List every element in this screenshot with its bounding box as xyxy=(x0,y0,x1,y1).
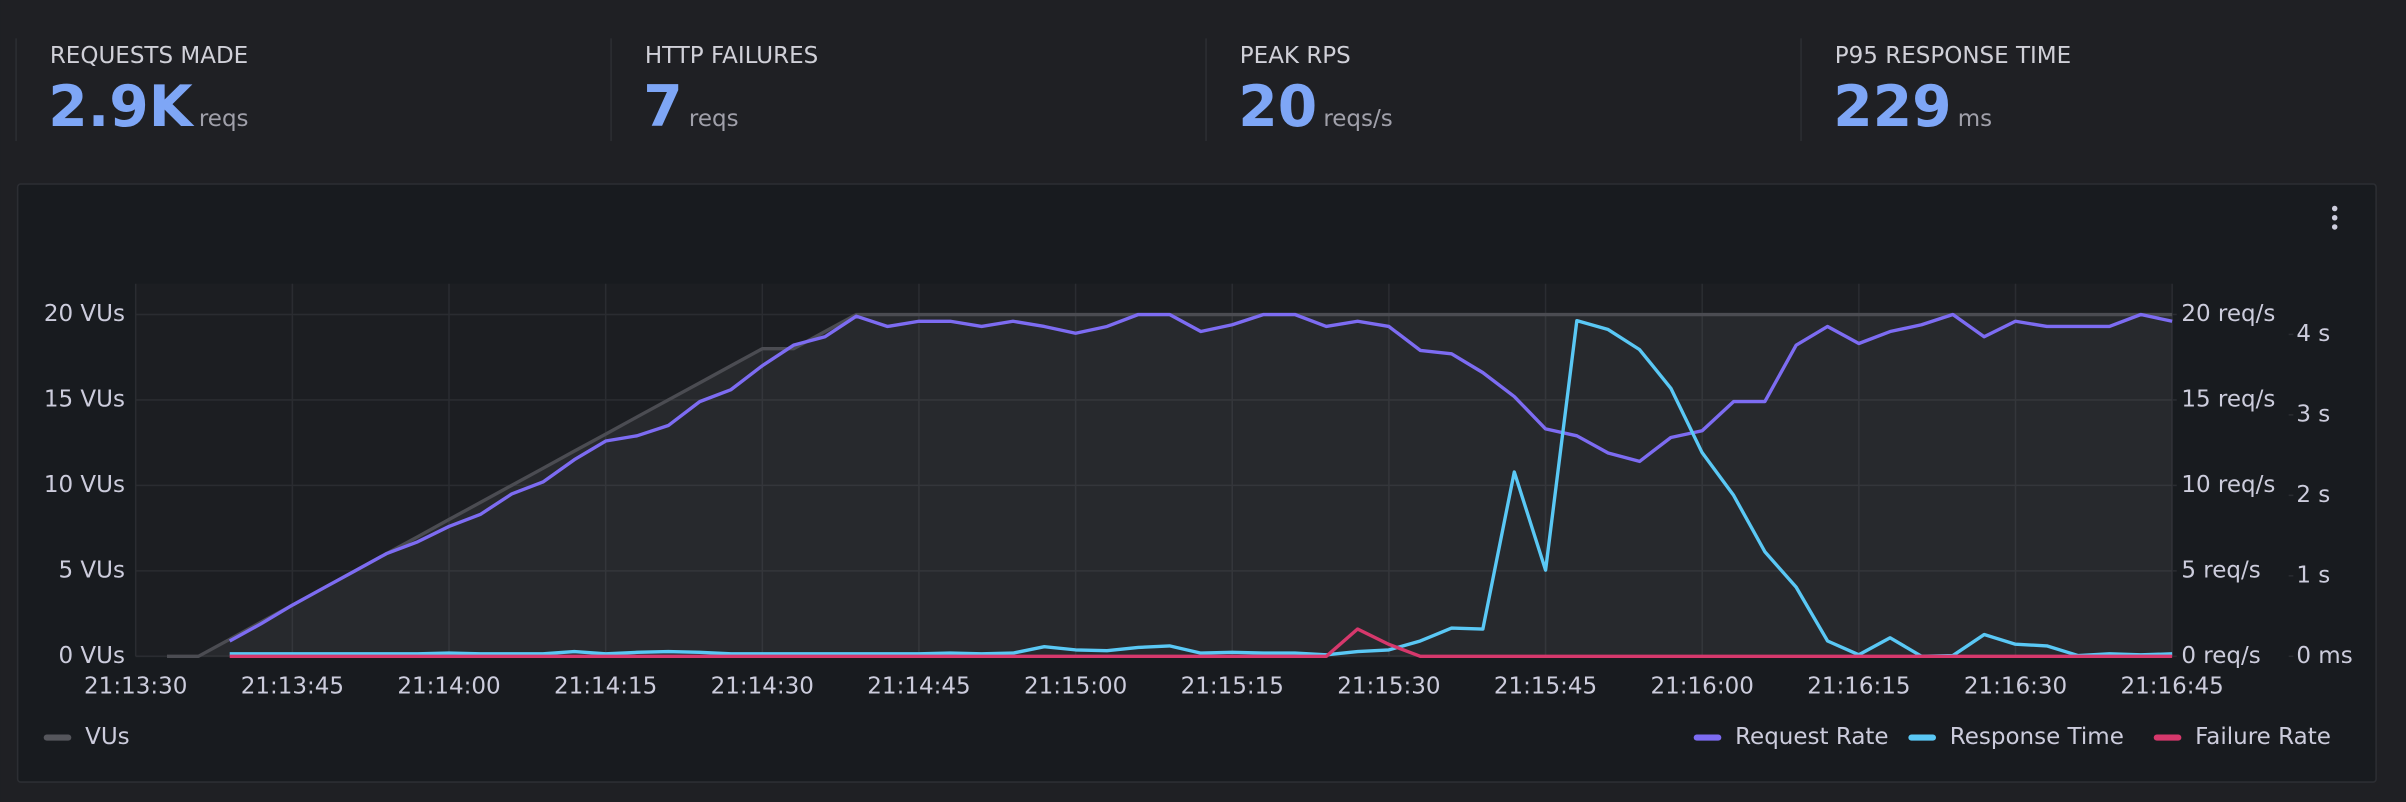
x-tick-label: 21:15:00 xyxy=(1024,673,1127,699)
y3-tick-label: 0 ms xyxy=(2296,643,2352,669)
y2-tick-label: 5 req/s xyxy=(2181,557,2260,583)
x-tick-label: 21:15:45 xyxy=(1494,673,1597,699)
legend-label: Response Time xyxy=(1950,724,2124,750)
x-tick-label: 21:14:45 xyxy=(867,673,970,699)
x-tick-label: 21:16:30 xyxy=(1964,673,2067,699)
y2-tick-label: 10 req/s xyxy=(2181,472,2275,498)
x-tick-label: 21:13:30 xyxy=(84,673,187,699)
series-line xyxy=(228,312,2173,643)
y-tick-label: 0 VUs xyxy=(58,643,125,669)
panel-menu[interactable] xyxy=(2331,205,2338,230)
legend-label: Failure Rate xyxy=(2195,724,2331,750)
stat-unit: reqs xyxy=(199,106,249,132)
y-tick-label: 20 VUs xyxy=(44,301,125,327)
legend-item[interactable]: Response Time xyxy=(1908,724,2124,750)
stat-value: 229 xyxy=(1833,74,1951,140)
y3-tick-label: 1 s xyxy=(2296,562,2330,588)
legend-item[interactable]: Failure Rate xyxy=(2153,724,2331,750)
plot-area xyxy=(135,283,2173,657)
x-tick-label: 21:16:00 xyxy=(1651,673,1754,699)
x-tick-label: 21:15:15 xyxy=(1181,673,1284,699)
x-tick-label: 21:15:30 xyxy=(1337,673,1440,699)
legend-label: VUs xyxy=(85,724,130,750)
y-tick-label: 5 VUs xyxy=(58,557,125,583)
legend-item[interactable]: VUs xyxy=(43,724,130,750)
x-tick-label: 21:14:15 xyxy=(554,673,657,699)
legend-swatch xyxy=(43,734,72,741)
stat-unit: reqs/s xyxy=(1323,106,1392,132)
legend-swatch xyxy=(1908,734,1936,741)
legend-item[interactable]: Request Rate xyxy=(1693,724,1889,750)
x-tick-label: 21:14:30 xyxy=(711,673,814,699)
series-line xyxy=(229,318,2173,659)
y2-tick-label: 20 req/s xyxy=(2181,301,2275,327)
stat-label: HTTP FAILURES xyxy=(645,43,818,69)
y2-tick-label: 0 req/s xyxy=(2181,643,2260,669)
x-tick-label: 21:14:00 xyxy=(397,673,500,699)
stat-value: 7 xyxy=(643,74,682,140)
stat-value: 2.9K xyxy=(48,74,194,140)
y3-tick-label: 3 s xyxy=(2296,401,2330,427)
stat-unit: ms xyxy=(1958,106,1992,132)
stat-label: PEAK RPS xyxy=(1240,43,1351,69)
stat-value: 20 xyxy=(1238,74,1317,140)
x-tick-label: 21:16:15 xyxy=(1807,673,1910,699)
legend-swatch xyxy=(1693,734,1722,741)
y2-tick-label: 15 req/s xyxy=(2181,386,2275,412)
legend-swatch xyxy=(2153,734,2182,741)
x-tick-label: 21:13:45 xyxy=(241,673,344,699)
y3-tick-label: 2 s xyxy=(2296,482,2330,508)
y-tick-label: 10 VUs xyxy=(44,472,125,498)
stat-label: P95 RESPONSE TIME xyxy=(1835,43,2071,69)
legend-label: Request Rate xyxy=(1735,724,1888,750)
series-line xyxy=(229,627,2173,659)
y-tick-label: 15 VUs xyxy=(44,386,125,412)
stat-unit: reqs xyxy=(689,106,739,132)
stat-label: REQUESTS MADE xyxy=(50,43,248,69)
y3-tick-label: 4 s xyxy=(2296,321,2330,347)
plot: 21:13:30 21:13:45 21:14:00 21:14:15 21:14:30… xyxy=(43,283,2353,750)
x-tick-label: 21:16:45 xyxy=(2120,673,2223,699)
